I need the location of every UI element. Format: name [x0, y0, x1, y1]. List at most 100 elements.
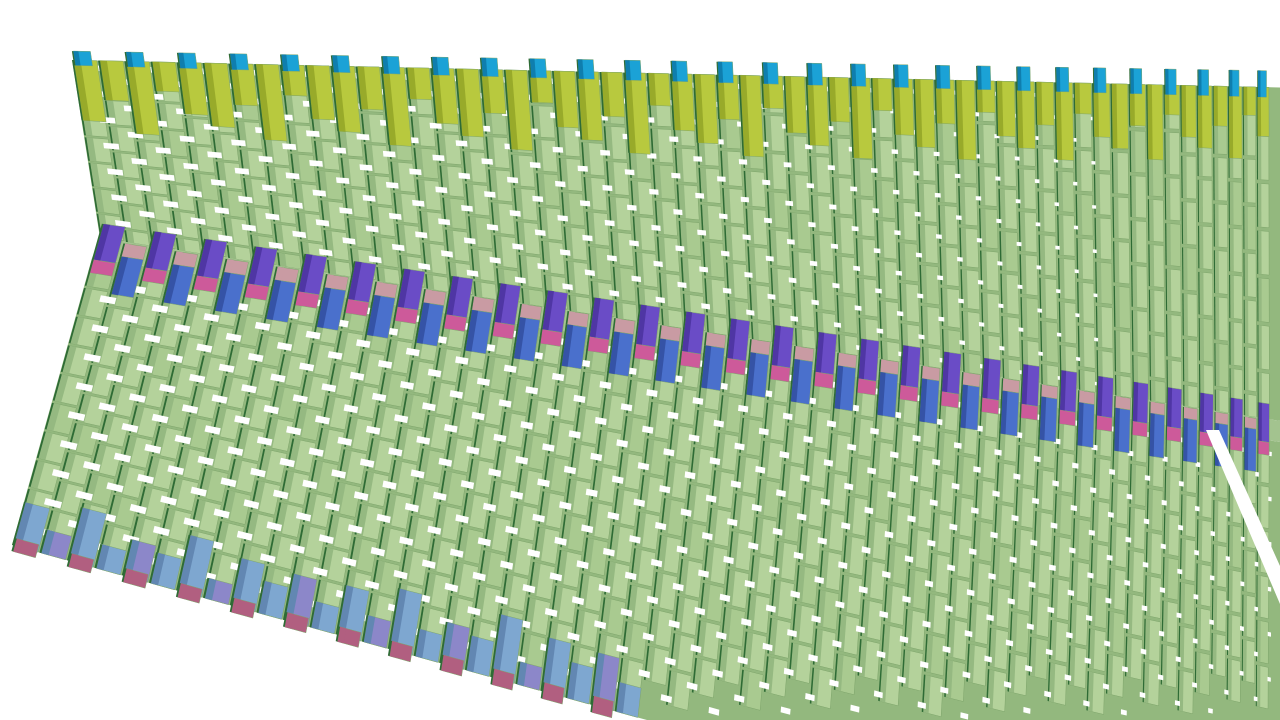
hole [1003, 681, 1012, 689]
top-edge-cap-side [332, 55, 339, 73]
top-edge-brick-side [1243, 86, 1248, 116]
hole [449, 390, 463, 399]
brick-edge [990, 586, 994, 625]
hole [762, 179, 771, 186]
brick-side [322, 200, 332, 229]
hole [1255, 471, 1259, 477]
seam-block-rose-edge [836, 352, 839, 366]
hole [793, 551, 804, 560]
brick-side [1244, 346, 1249, 391]
top-edge-brick-edge [98, 60, 106, 101]
brick-edge [568, 295, 572, 311]
brick-side [1183, 293, 1188, 336]
seam-tooth-blue-edge [699, 345, 706, 388]
bottom-edge-brick-side [13, 502, 33, 548]
brick-edge [981, 292, 984, 332]
brick-edge [1011, 569, 1015, 609]
hole [999, 345, 1005, 351]
hole [660, 694, 672, 703]
brick-edge [1129, 130, 1132, 173]
brick-edge [1243, 299, 1245, 344]
seam-tooth-purple-side [900, 345, 909, 386]
hole [1044, 690, 1052, 698]
brick-edge [1145, 531, 1148, 572]
hole [1267, 586, 1272, 592]
hole [832, 282, 840, 289]
seam-tooth-purple-side [1132, 381, 1139, 422]
hole [1049, 564, 1056, 571]
hole [1174, 700, 1180, 707]
hole [218, 363, 235, 373]
brick-side [78, 288, 93, 316]
seam-tooth-blue-side [1077, 402, 1084, 446]
hole [368, 255, 382, 264]
hole [128, 393, 146, 403]
hole [780, 706, 791, 715]
hole [75, 490, 93, 501]
brick-edge [917, 183, 920, 221]
bottom-edge-brick-edge [540, 637, 550, 692]
brick-edge [1032, 553, 1035, 592]
top-edge-brick-side [1228, 86, 1234, 159]
hole [701, 532, 713, 541]
brick-side [1258, 230, 1262, 275]
top-edge-cap-edge [1197, 69, 1199, 96]
hole [99, 295, 117, 305]
bottom-edge-foot-edge [490, 668, 495, 685]
hole [631, 275, 642, 283]
hole [598, 584, 611, 593]
hole [1226, 511, 1231, 517]
top-edge-brick-side [178, 62, 193, 115]
brick-side [918, 183, 925, 222]
brick-edge [852, 158, 856, 196]
hole [477, 537, 491, 547]
hole [787, 629, 797, 638]
hole [144, 443, 162, 454]
hole [444, 582, 459, 593]
seam-block-rose-side [472, 296, 481, 311]
brick-edge [1182, 247, 1184, 290]
brick-edge [835, 255, 838, 293]
hole [1194, 505, 1200, 512]
top-edge-cap-side [1056, 67, 1061, 92]
brick-edge [1126, 593, 1129, 634]
brick-edge [1178, 626, 1181, 667]
hole [744, 271, 753, 278]
hole [509, 210, 521, 217]
top-edge-brick-edge [552, 70, 558, 127]
bottom-edge-brick-edge [614, 681, 620, 712]
seam-tooth-blue-edge [213, 271, 225, 311]
hole [196, 343, 213, 353]
brick-edge [1114, 330, 1116, 372]
hole [1105, 597, 1112, 604]
top-edge-cap-edge [716, 61, 719, 83]
hole [907, 515, 916, 523]
hole [1035, 222, 1041, 227]
hole [418, 262, 431, 271]
brick-side [875, 140, 882, 178]
top-edge-brick-edge [405, 67, 411, 99]
brick-side [1000, 231, 1007, 271]
hole [1225, 600, 1230, 606]
hole [620, 403, 633, 412]
hole [959, 340, 965, 346]
hole [292, 230, 307, 239]
brick-edge [747, 246, 751, 282]
top-edge-brick-edge [228, 63, 236, 105]
brick-edge [1028, 636, 1032, 676]
hole [990, 531, 998, 539]
brick-side [1184, 385, 1189, 407]
top-edge-cap-edge [893, 64, 895, 88]
brick-edge [937, 163, 940, 202]
hole [1070, 504, 1077, 512]
hole [655, 296, 665, 304]
top-edge-brick-edge [599, 72, 605, 117]
brick-edge [1213, 203, 1215, 247]
brick-side [1019, 211, 1026, 252]
seam-tooth-purple-side [1230, 397, 1235, 437]
brick-edge [1226, 658, 1228, 700]
seam-tooth-purple-side [1097, 376, 1103, 417]
hole [547, 408, 560, 417]
bottom-edge-brick-side [517, 661, 527, 687]
